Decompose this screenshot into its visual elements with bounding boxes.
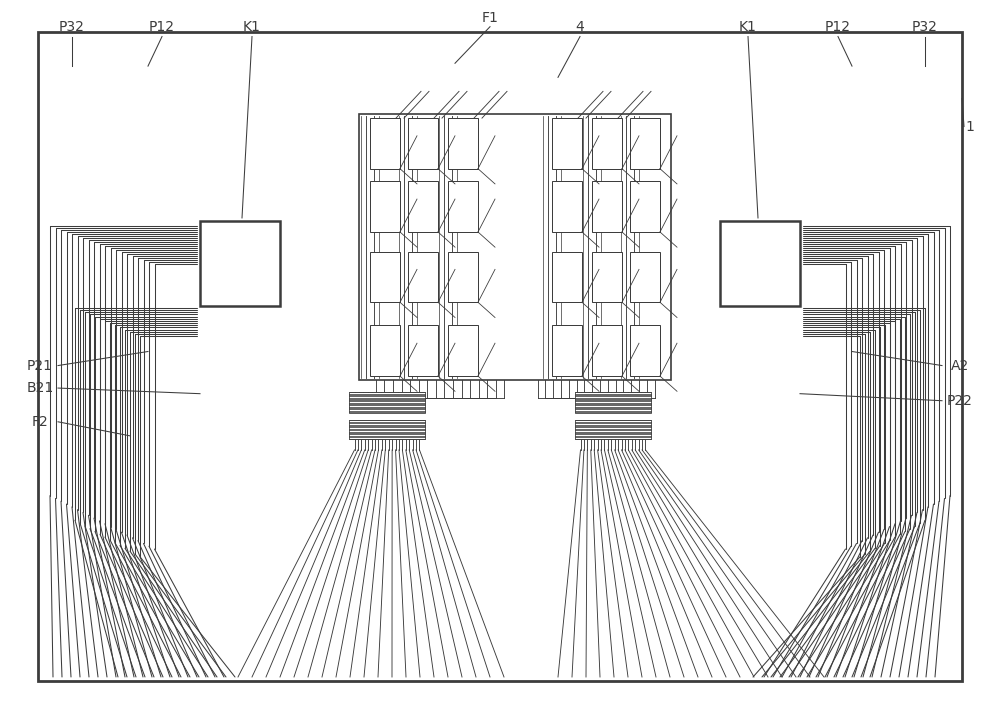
Bar [630,325,660,376]
Bar [575,420,651,439]
Bar [448,181,478,232]
Bar [370,252,400,302]
Bar [552,325,582,376]
Bar [448,252,478,302]
Text: P32: P32 [59,20,85,34]
Bar [448,325,478,376]
Text: K1: K1 [243,20,261,34]
Bar [370,325,400,376]
Bar [359,114,671,380]
Bar [408,181,438,232]
Bar [448,118,478,169]
Bar [592,252,622,302]
Bar [592,118,622,169]
Bar [552,181,582,232]
Bar [552,252,582,302]
Text: P32: P32 [912,20,938,34]
Bar [552,118,582,169]
Text: F1: F1 [482,11,498,25]
Bar [720,221,800,306]
Text: P21: P21 [27,359,53,373]
Text: K1: K1 [739,20,757,34]
Text: P22: P22 [947,394,973,408]
Bar [408,118,438,169]
Bar [200,221,280,306]
Bar [408,252,438,302]
Text: A2: A2 [951,359,969,373]
Text: P12: P12 [149,20,175,34]
Bar [630,118,660,169]
Text: F2: F2 [32,415,48,429]
Bar [575,392,651,413]
Bar [592,181,622,232]
Bar [370,181,400,232]
Bar [349,420,425,439]
Text: 4: 4 [576,20,584,34]
Bar [408,325,438,376]
Text: P12: P12 [825,20,851,34]
Bar [592,325,622,376]
Bar [370,118,400,169]
Text: 1: 1 [966,120,974,134]
Bar [349,392,425,413]
Bar [630,252,660,302]
Bar [630,181,660,232]
Text: B21: B21 [26,381,54,395]
